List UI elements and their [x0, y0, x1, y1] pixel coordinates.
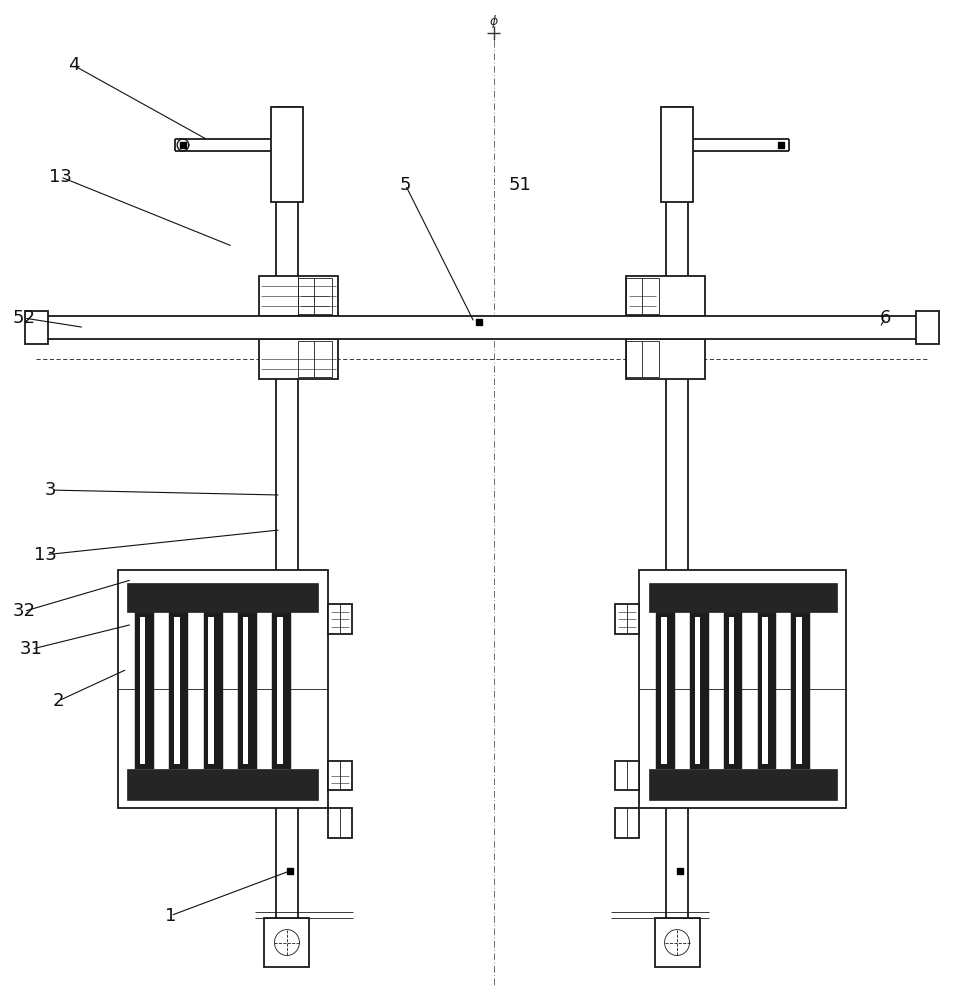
Bar — [758, 612, 776, 768]
Text: 1: 1 — [165, 907, 176, 925]
Bar — [127, 583, 318, 612]
Bar — [626, 339, 706, 379]
Text: 31: 31 — [20, 640, 43, 658]
Text: 51: 51 — [509, 176, 532, 194]
Bar — [763, 617, 768, 764]
Text: 4: 4 — [67, 56, 79, 74]
Bar — [243, 617, 249, 764]
Bar — [25, 311, 48, 344]
Bar — [661, 107, 693, 202]
Text: $\phi$: $\phi$ — [489, 13, 498, 30]
Text: 5: 5 — [399, 176, 411, 194]
Bar — [661, 617, 667, 764]
Bar — [258, 276, 338, 316]
Text: 32: 32 — [13, 602, 36, 620]
Bar — [298, 278, 332, 314]
Bar — [238, 612, 256, 768]
Bar — [298, 341, 332, 377]
Bar — [328, 761, 352, 790]
Bar — [615, 604, 639, 634]
Bar — [655, 918, 700, 967]
Bar — [626, 276, 706, 316]
Bar — [615, 761, 639, 790]
Bar — [208, 617, 214, 764]
Bar — [649, 583, 837, 612]
Bar — [272, 612, 291, 768]
Text: 13: 13 — [49, 168, 71, 186]
Text: 52: 52 — [13, 309, 36, 327]
Bar — [615, 808, 639, 838]
Bar — [258, 339, 338, 379]
Bar — [170, 612, 188, 768]
Bar — [328, 808, 352, 838]
Bar — [626, 341, 659, 377]
Bar — [796, 617, 802, 764]
Bar — [649, 768, 837, 800]
Bar — [118, 570, 328, 808]
Bar — [639, 570, 846, 808]
Bar — [140, 617, 146, 764]
Bar — [690, 612, 709, 768]
Bar — [666, 107, 688, 933]
Bar — [276, 107, 298, 933]
Text: 2: 2 — [53, 692, 65, 710]
Bar — [916, 311, 939, 344]
Bar — [791, 612, 810, 768]
Text: 13: 13 — [35, 546, 57, 564]
Bar — [656, 612, 675, 768]
Text: 3: 3 — [45, 481, 57, 499]
Bar — [127, 768, 318, 800]
Bar — [174, 617, 179, 764]
Bar — [271, 107, 303, 202]
Bar — [135, 612, 154, 768]
Bar — [695, 617, 701, 764]
Bar — [46, 316, 918, 339]
Bar — [724, 612, 742, 768]
Bar — [328, 604, 352, 634]
Bar — [264, 918, 309, 967]
Bar — [203, 612, 223, 768]
Bar — [626, 278, 659, 314]
Text: 6: 6 — [880, 309, 891, 327]
Bar — [277, 617, 282, 764]
Bar — [729, 617, 735, 764]
